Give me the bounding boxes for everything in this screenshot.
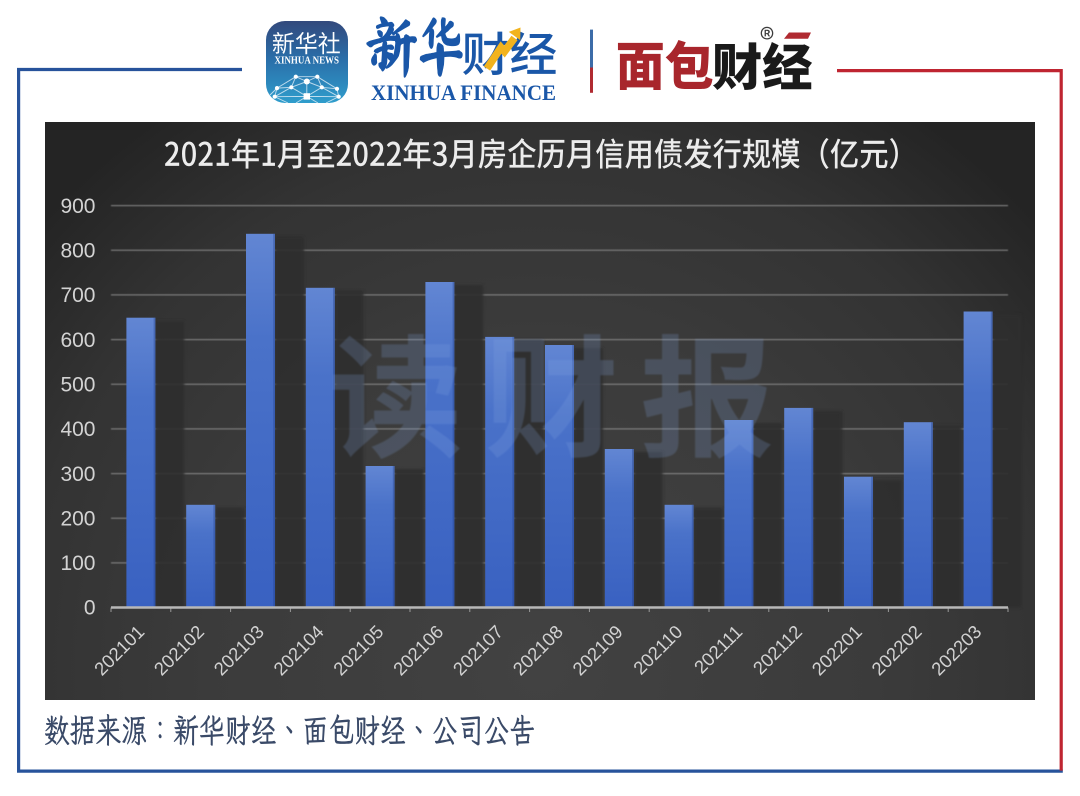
svg-text:XINHUA FINANCE: XINHUA FINANCE [371, 80, 556, 105]
svg-text:900: 900 [60, 195, 95, 218]
svg-text:800: 800 [60, 240, 95, 263]
svg-text:200: 200 [60, 507, 95, 530]
svg-text:400: 400 [60, 418, 95, 441]
svg-text:300: 300 [60, 463, 95, 486]
svg-text:0: 0 [84, 597, 96, 620]
svg-text:XINHUA NEWS: XINHUA NEWS [275, 56, 340, 67]
svg-text:500: 500 [60, 373, 95, 396]
svg-text:100: 100 [60, 552, 95, 575]
svg-text:700: 700 [60, 284, 95, 307]
svg-text:600: 600 [60, 329, 95, 352]
